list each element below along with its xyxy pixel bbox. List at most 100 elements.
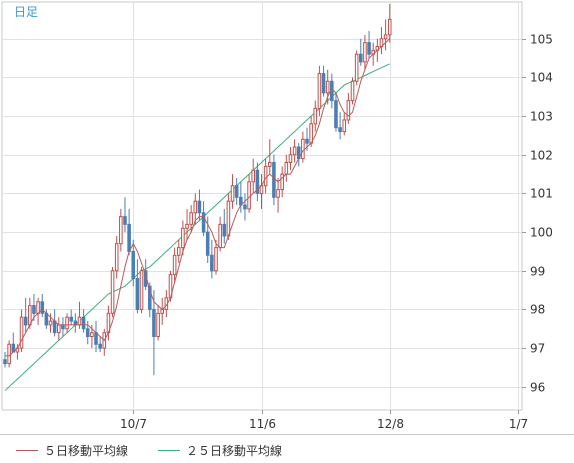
candle-body (28, 305, 32, 326)
candle-body (342, 119, 347, 133)
candle-body (189, 212, 193, 225)
candle-body (81, 316, 86, 330)
candle-body (61, 324, 65, 330)
candle (127, 208, 131, 256)
candle-body (346, 100, 351, 121)
candle-body (210, 254, 214, 272)
candle-body (40, 301, 45, 314)
candle (189, 205, 193, 233)
legend-item-ma5: ５日移動平均線 (16, 442, 128, 459)
candle-body (284, 161, 289, 175)
candle-body (193, 200, 198, 214)
candle (325, 69, 330, 105)
candle (110, 266, 115, 318)
period-label[interactable]: 日足 (14, 5, 38, 19)
candle (359, 38, 363, 66)
candle (176, 239, 181, 264)
candle (251, 158, 256, 194)
candle (123, 197, 127, 233)
candle-body (267, 161, 272, 167)
candle (135, 259, 140, 314)
candle (354, 50, 359, 86)
candle-body (354, 53, 359, 82)
candle-body (181, 227, 185, 249)
ma5-line (5, 38, 391, 357)
candle-body (185, 223, 189, 229)
candle (230, 174, 235, 209)
candle (296, 143, 301, 167)
candlestick-chart: 96 97 98 99 100 101 102 103 104 105 10/7 11/6 12/8 1/… (1, 1, 553, 432)
candle-body (280, 173, 284, 191)
candle-body (309, 123, 313, 144)
candle-body (230, 185, 235, 202)
candle (342, 112, 347, 136)
candle-body (176, 247, 181, 256)
candle (321, 65, 326, 97)
candle (292, 139, 297, 163)
candle-body (201, 212, 206, 233)
candle (73, 313, 78, 333)
candle (185, 208, 189, 240)
candle-body (114, 243, 119, 272)
candle-body (23, 316, 28, 326)
candle (263, 158, 268, 194)
y-tick-label: 99 (530, 265, 545, 279)
candle-body (288, 154, 293, 163)
candle-body (263, 165, 268, 187)
candle (346, 92, 351, 124)
y-tick-label: 101 (530, 187, 553, 201)
candle-body (363, 42, 367, 63)
candle-body (98, 343, 102, 349)
candle (284, 154, 289, 182)
candle (114, 235, 119, 279)
candle (94, 321, 98, 352)
candle (272, 154, 276, 206)
candle-body (334, 100, 338, 129)
grid (1, 1, 523, 411)
candle (193, 193, 198, 225)
candle (338, 112, 342, 140)
candle (19, 309, 24, 352)
candle-body (276, 189, 280, 198)
legend-label-ma5: ５日移動平均線 (44, 444, 129, 458)
candle (52, 309, 57, 337)
candle-body (73, 320, 78, 326)
candle-body (123, 216, 127, 225)
candle-body (110, 270, 115, 314)
candle-body (292, 146, 297, 156)
candle (32, 293, 36, 322)
candle-body (350, 80, 355, 102)
candle (156, 305, 160, 341)
candle (98, 336, 102, 352)
candle-body (243, 204, 247, 210)
candle-body (218, 223, 222, 249)
y-tick-label: 103 (530, 110, 553, 124)
candle (56, 317, 61, 341)
candle-body (131, 250, 136, 280)
candle-body (139, 270, 144, 310)
candle (36, 297, 40, 325)
candle (214, 239, 218, 275)
legend-label-ma25: ２５日移動平均線 (186, 444, 283, 458)
candle (172, 247, 177, 283)
candle-body (226, 200, 231, 237)
candle-body (321, 73, 326, 94)
candle-body (325, 80, 330, 94)
candle (276, 177, 280, 213)
candle (334, 92, 338, 132)
x-tick-label: 1/7 (509, 417, 528, 431)
candle-body (247, 181, 251, 210)
candle-body (272, 161, 276, 198)
candle-body (338, 127, 342, 133)
axes: 96 97 98 99 100 101 102 103 104 105 10/7 11/6 12/8 1/… (120, 33, 553, 432)
legend-swatch-ma25 (158, 450, 180, 451)
candle-body (127, 223, 131, 252)
candle (222, 208, 227, 244)
candle-body (69, 316, 73, 322)
candle (243, 193, 247, 221)
y-tick-label: 98 (530, 303, 545, 317)
candle (313, 100, 318, 132)
candle (255, 162, 260, 202)
candle (119, 208, 123, 252)
candle-body (197, 200, 202, 214)
